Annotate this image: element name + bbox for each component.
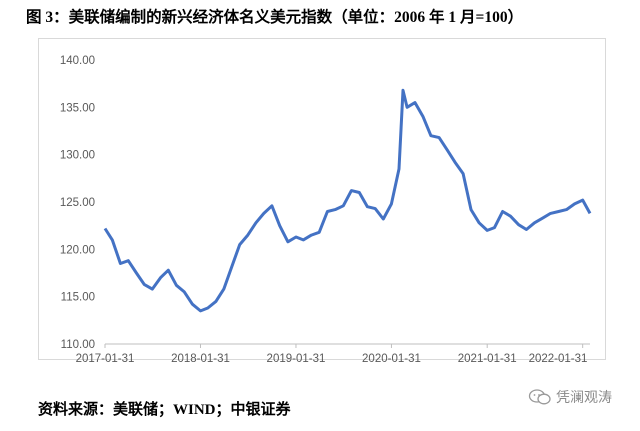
x-tick-label: 2017-01-31 [76,353,135,365]
y-tick-label: 130.00 [60,150,95,162]
x-tick-label: 2021-01-31 [458,353,517,365]
x-tick-label: 2018-01-31 [171,353,230,365]
line-chart: 110.00 115.00 120.00 125.00 130.00 135.00 140.… [60,55,592,365]
x-tick-label: 2020-01-31 [362,353,421,365]
watermark: 凭澜观涛 [528,387,612,407]
series-line [103,88,592,313]
y-tick-label: 140.00 [60,55,95,67]
x-tick-label: 2019-01-31 [267,353,326,365]
y-tick-label: 120.00 [60,244,95,256]
watermark-text: 凭澜观涛 [556,390,612,406]
source-note: 资料来源：美联储；WIND；中银证券 [38,402,291,418]
y-tick-labels: 110.00 115.00 120.00 125.00 130.00 135.00 140.… [60,55,95,351]
y-tick-label: 110.00 [61,339,95,351]
x-tick-label: 2022-01-31 [529,353,588,365]
figure-title: 图 3：美联储编制的新兴经济体名义美元指数（单位：2006 年 1 月=100） [26,9,524,26]
plot-area [38,38,606,360]
y-tick-label: 135.00 [60,102,95,114]
x-tick-labels: 2017-01-31 2018-01-31 2019-01-31 2020-01-31… [76,344,588,365]
y-tick-label: 125.00 [60,197,95,209]
y-tick-label: 115.00 [61,292,95,304]
wechat-icon [528,389,551,405]
